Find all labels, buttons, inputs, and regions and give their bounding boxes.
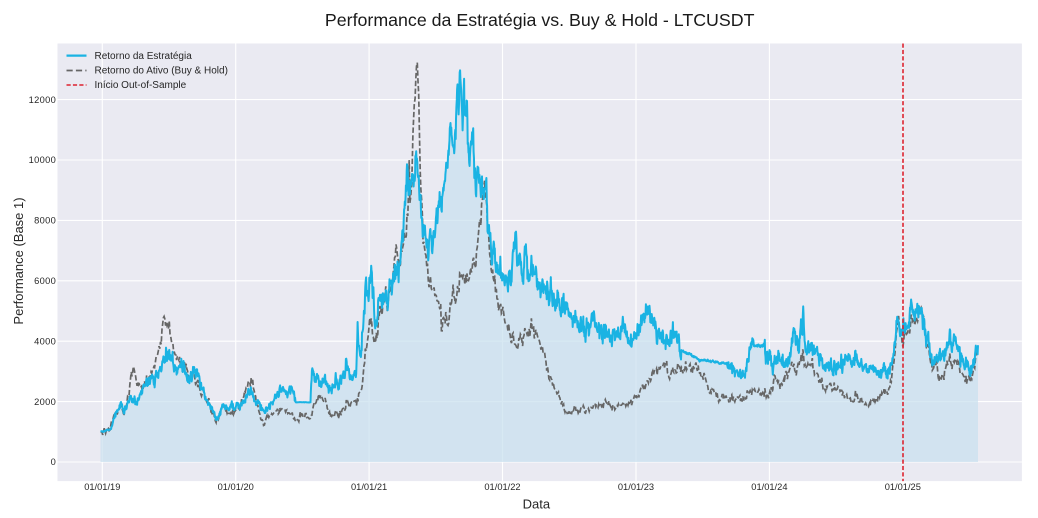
svg-text:01/01/21: 01/01/21 bbox=[351, 482, 387, 492]
svg-text:Retorno da Estratégia: Retorno da Estratégia bbox=[95, 51, 193, 62]
svg-text:10000: 10000 bbox=[29, 155, 57, 165]
svg-text:01/01/24: 01/01/24 bbox=[751, 482, 787, 492]
svg-text:12000: 12000 bbox=[29, 95, 57, 105]
svg-text:Início Out-of-Sample: Início Out-of-Sample bbox=[95, 80, 187, 91]
svg-text:Data: Data bbox=[523, 496, 551, 511]
svg-text:01/01/20: 01/01/20 bbox=[218, 482, 254, 492]
svg-text:0: 0 bbox=[51, 457, 57, 467]
svg-text:4000: 4000 bbox=[34, 336, 56, 346]
svg-text:Performance da Estratégia vs.: Performance da Estratégia vs. Buy & Hold… bbox=[325, 10, 755, 30]
svg-text:01/01/23: 01/01/23 bbox=[618, 482, 654, 492]
svg-text:01/01/25: 01/01/25 bbox=[885, 482, 921, 492]
svg-text:01/01/19: 01/01/19 bbox=[84, 482, 120, 492]
svg-text:01/01/22: 01/01/22 bbox=[484, 482, 520, 492]
svg-text:8000: 8000 bbox=[34, 216, 56, 226]
svg-text:Performance (Base 1): Performance (Base 1) bbox=[11, 197, 26, 324]
svg-text:2000: 2000 bbox=[34, 397, 56, 407]
svg-text:6000: 6000 bbox=[34, 276, 56, 286]
svg-text:Retorno do Ativo (Buy & Hold): Retorno do Ativo (Buy & Hold) bbox=[95, 66, 228, 77]
